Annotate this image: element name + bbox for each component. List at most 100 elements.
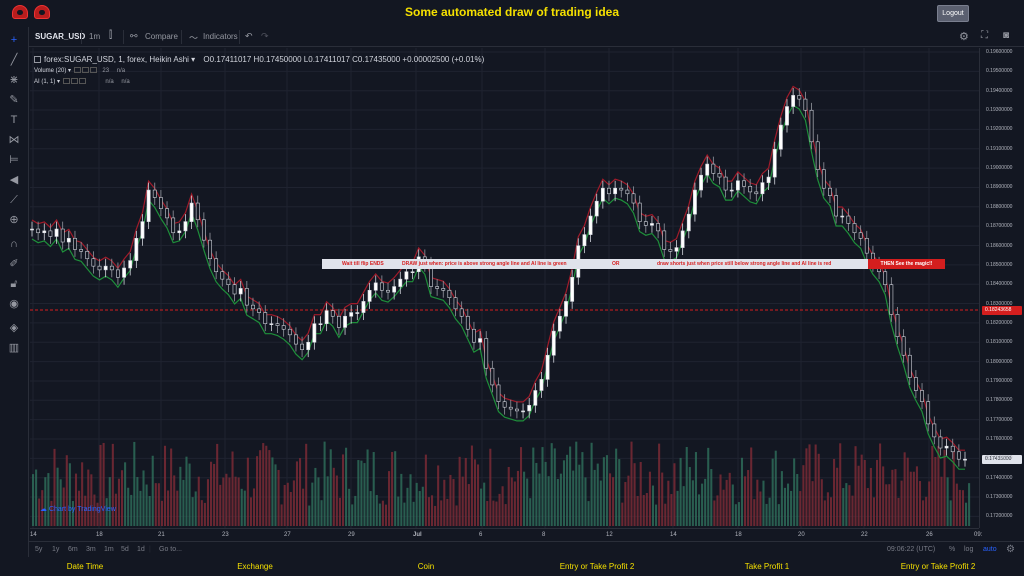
legend-symbol[interactable]: forex:SUGAR_USD, 1, forex, Heikin Ashi bbox=[44, 55, 189, 64]
volume-bar bbox=[615, 448, 618, 526]
volume-bar bbox=[277, 469, 280, 526]
candle-body bbox=[963, 458, 967, 461]
brush-icon[interactable]: ✎ bbox=[9, 94, 19, 106]
volume-bar bbox=[664, 503, 667, 526]
volume-bar bbox=[544, 461, 547, 526]
volume-bar bbox=[295, 461, 299, 526]
candle-body bbox=[809, 109, 814, 143]
range-5y-button[interactable]: 5y bbox=[35, 546, 43, 553]
range-5d-button[interactable]: 5d bbox=[121, 546, 129, 553]
zoom-in-icon[interactable]: ⊕ bbox=[9, 214, 19, 226]
candle-body bbox=[251, 304, 255, 310]
layers-icon[interactable]: ◈ bbox=[9, 322, 19, 334]
compare-icon[interactable]: ⚯ bbox=[130, 31, 138, 41]
fullscreen-icon[interactable]: ⛶ bbox=[981, 30, 988, 41]
indicators-button[interactable]: Indicators bbox=[203, 32, 238, 41]
volume-bar bbox=[774, 450, 777, 526]
toolbar-divider bbox=[81, 30, 82, 44]
symbol-search-button[interactable]: SUGAR_USD bbox=[35, 32, 86, 41]
time-label: 09: bbox=[974, 532, 983, 538]
crosshair-icon[interactable]: + bbox=[10, 34, 18, 46]
range-1d-button[interactable]: 1d bbox=[137, 546, 145, 553]
redo-icon[interactable]: ↷ bbox=[261, 31, 269, 41]
auto-toggle[interactable]: auto bbox=[983, 546, 997, 553]
lock-icon[interactable]: 🔓︎ bbox=[10, 278, 18, 290]
settings-icon[interactable] bbox=[81, 67, 89, 74]
ruler-icon[interactable]: ⟋ bbox=[10, 194, 18, 206]
chart-pane[interactable]: forex:SUGAR_USD, 1, forex, Heikin Ashi ▾… bbox=[30, 48, 979, 528]
settings-icon[interactable] bbox=[70, 78, 78, 85]
volume-bar bbox=[903, 452, 906, 526]
volume-bar bbox=[357, 460, 360, 526]
back-arrow-icon[interactable]: ◀ bbox=[9, 174, 19, 186]
camera-icon[interactable]: ◙ bbox=[1003, 30, 1010, 41]
fib-tool-icon[interactable]: ⋇ bbox=[9, 74, 19, 86]
volume-bar bbox=[354, 495, 357, 526]
volume-bar bbox=[747, 470, 750, 526]
volume-bar bbox=[691, 480, 694, 526]
candle-body bbox=[195, 202, 200, 221]
volume-bar bbox=[305, 443, 308, 526]
utc-clock[interactable]: 09:06:22 (UTC) bbox=[887, 546, 936, 553]
indicators-icon[interactable]: 〜 bbox=[189, 33, 199, 43]
trade-idea-annotation[interactable]: Wait till flip ENDS DRAW just when: pric… bbox=[322, 259, 945, 269]
pattern-tool-icon[interactable]: ⋈ bbox=[8, 134, 20, 146]
text-tool-icon[interactable]: T bbox=[10, 114, 18, 126]
volume-bar bbox=[688, 467, 691, 526]
time-axis[interactable]: 14 18 21 23 27 29 Jul 6 8 12 14 18 20 22 26 09: bbox=[30, 528, 983, 540]
interval-button[interactable]: 1m bbox=[89, 32, 101, 41]
trash-icon[interactable]: ▥ bbox=[8, 342, 20, 354]
range-1y-button[interactable]: 1y bbox=[52, 546, 60, 553]
legend-collapse-icon[interactable] bbox=[34, 56, 41, 64]
compare-button[interactable]: Compare bbox=[145, 32, 178, 41]
footer-column-header: Exchange bbox=[237, 562, 273, 571]
prediction-tool-icon[interactable]: ⊨ bbox=[9, 154, 19, 166]
range-3m-button[interactable]: 3m bbox=[86, 546, 96, 553]
range-6m-button[interactable]: 6m bbox=[68, 546, 78, 553]
volume-bar bbox=[569, 446, 572, 526]
volume-bar bbox=[737, 502, 740, 526]
tradingview-watermark[interactable]: ☁ Chart by TradingView bbox=[40, 505, 116, 513]
magnet-icon[interactable]: ∩ bbox=[10, 238, 18, 250]
candle-body bbox=[208, 239, 212, 260]
legend-dropdown-icon[interactable]: ▾ bbox=[188, 55, 198, 64]
main-legend: forex:SUGAR_USD, 1, forex, Heikin Ashi ▾… bbox=[34, 55, 484, 64]
volume-bar bbox=[891, 469, 894, 526]
eye-icon[interactable]: ◉ bbox=[9, 298, 19, 310]
chart-type-icon[interactable]: ⫿ bbox=[109, 30, 113, 41]
candle-body bbox=[410, 271, 415, 274]
stay-drawing-icon[interactable]: ✐ bbox=[9, 258, 19, 270]
settings-icon[interactable]: ⚙ bbox=[959, 31, 969, 43]
goto-button[interactable]: Go to... bbox=[159, 546, 182, 553]
volume-bar bbox=[360, 460, 363, 526]
percent-toggle[interactable]: % bbox=[949, 546, 956, 553]
candle-body bbox=[484, 338, 489, 369]
volume-bar bbox=[790, 490, 793, 526]
trend-line-icon[interactable]: ╱ bbox=[10, 54, 18, 66]
range-1m-button[interactable]: 1m bbox=[104, 546, 114, 553]
undo-icon[interactable]: ↶ bbox=[245, 31, 253, 41]
volume-bar bbox=[299, 458, 302, 526]
log-toggle[interactable]: log bbox=[964, 546, 974, 553]
candle-body bbox=[938, 436, 943, 449]
volume-bar bbox=[71, 501, 74, 526]
ai-label[interactable]: AI (1, 1) bbox=[34, 79, 56, 85]
candle-body bbox=[742, 180, 746, 187]
price-chart[interactable] bbox=[30, 48, 979, 528]
volume-bar bbox=[59, 479, 62, 526]
eye-icon[interactable] bbox=[62, 78, 70, 85]
close-icon[interactable] bbox=[78, 78, 86, 85]
candle-body bbox=[478, 338, 482, 343]
price-axis[interactable]: 0.18243658 0.17435000 0.19600000 0.195000… bbox=[979, 48, 1024, 528]
watermark-text[interactable]: Chart by TradingView bbox=[48, 506, 116, 513]
volume-bar bbox=[762, 480, 765, 526]
eye-icon[interactable] bbox=[73, 67, 81, 74]
settings-icon[interactable]: ⚙ bbox=[1006, 544, 1015, 555]
volume-bar bbox=[213, 463, 216, 526]
column-footer: Date Time Exchange Coin Entry or Take Profi… bbox=[0, 558, 1024, 576]
volume-bar bbox=[673, 463, 676, 526]
close-icon[interactable] bbox=[89, 67, 97, 74]
volume-label[interactable]: Volume (20) bbox=[34, 68, 67, 74]
logout-button[interactable]: Logout bbox=[937, 5, 969, 22]
